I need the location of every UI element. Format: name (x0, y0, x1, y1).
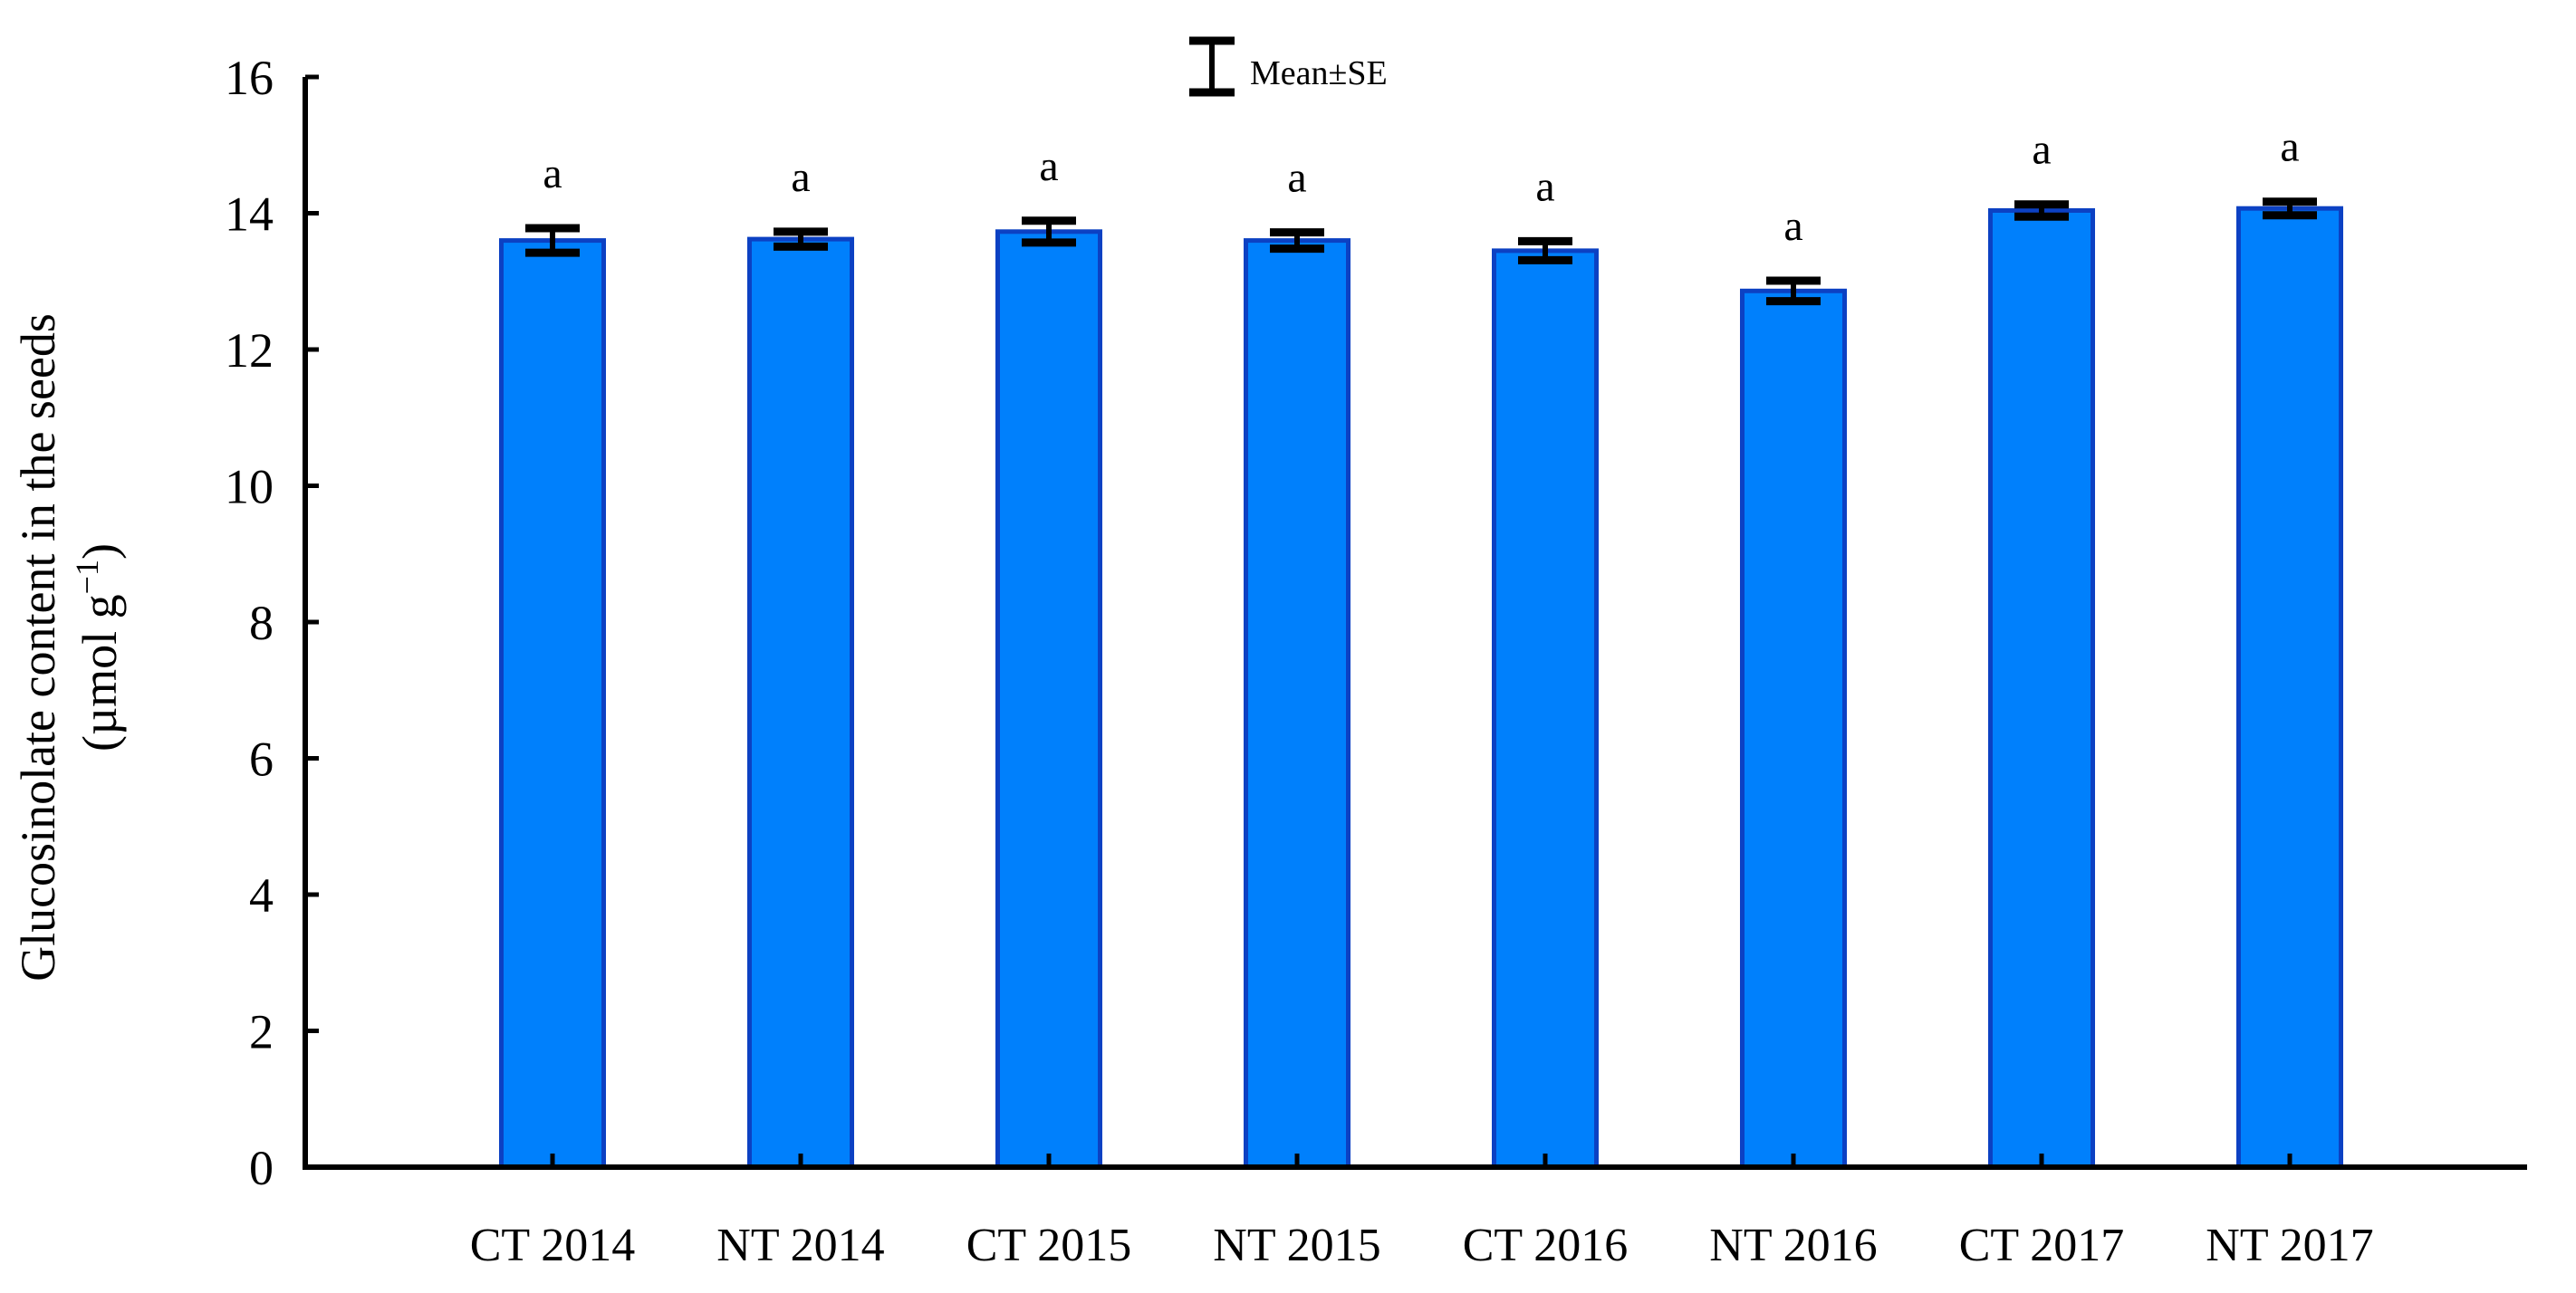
bar-ct-2015 (995, 229, 1102, 1170)
y-tick-label: 0 (249, 1141, 274, 1195)
y-tick-label: 8 (249, 596, 274, 650)
y-axis-unit-suffix: ) (72, 543, 127, 560)
bar-ct-2014 (499, 238, 606, 1170)
x-category-label: CT 2017 (1959, 1220, 2125, 1271)
y-axis-title-line1: Glucosinolate content in the seeds (11, 313, 65, 982)
significance-letter: a (1039, 142, 1058, 190)
y-tick-label: 6 (249, 733, 274, 787)
y-tick-label: 14 (225, 187, 274, 242)
significance-letter: a (2280, 123, 2299, 171)
y-axis-unit-prefix: (µmol g (72, 594, 127, 752)
significance-letter: a (2032, 126, 2051, 174)
y-tick-label: 16 (225, 51, 274, 105)
bar-nt-2015 (1244, 238, 1350, 1170)
x-category-label: NT 2015 (1213, 1220, 1380, 1271)
legend-label: Mean±SE (1250, 54, 1388, 92)
bar-nt-2014 (747, 236, 854, 1170)
significance-letter: a (1535, 162, 1554, 210)
y-tick-label: 4 (249, 868, 274, 923)
y-tick-label: 12 (225, 323, 274, 378)
significance-letter: a (1287, 154, 1306, 202)
y-axis-title-unit: (µmol g−1) (69, 543, 127, 752)
bar-ct-2016 (1492, 248, 1599, 1170)
x-category-label: CT 2015 (966, 1220, 1132, 1271)
x-category-label: NT 2017 (2206, 1220, 2373, 1271)
x-category-label: NT 2014 (716, 1220, 884, 1271)
y-tick-label: 10 (225, 460, 274, 514)
bar-nt-2017 (2236, 206, 2343, 1170)
bar-ct-2017 (1988, 208, 2095, 1170)
x-category-label: CT 2014 (470, 1220, 636, 1271)
y-axis-unit-exponent: −1 (69, 560, 105, 594)
x-category-label: NT 2016 (1709, 1220, 1877, 1271)
bar-nt-2016 (1740, 288, 1847, 1170)
significance-letter: a (1783, 202, 1802, 250)
significance-letter: a (791, 153, 810, 201)
y-tick-label: 2 (249, 1005, 274, 1059)
significance-letter: a (543, 149, 562, 197)
x-category-label: CT 2016 (1463, 1220, 1629, 1271)
